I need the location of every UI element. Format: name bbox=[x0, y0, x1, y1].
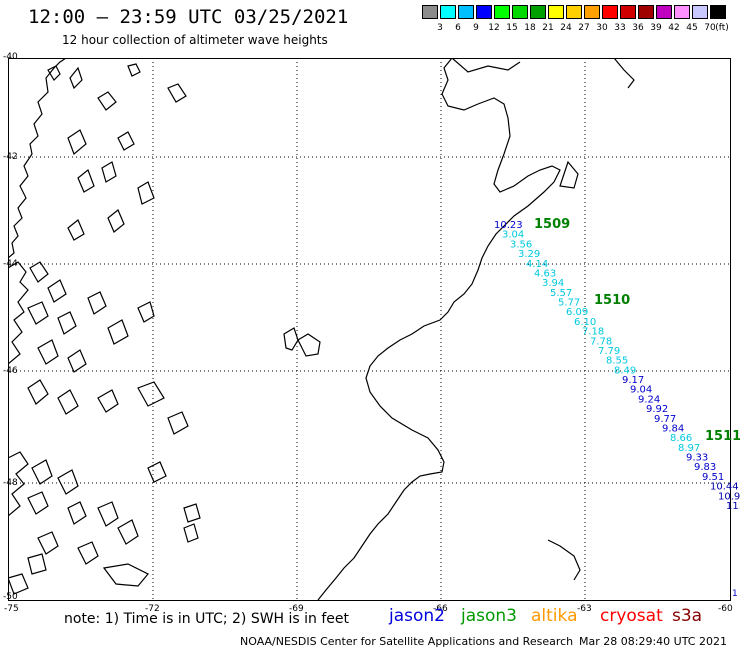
legend-swatch bbox=[548, 5, 564, 19]
legend-label: 70 bbox=[704, 23, 716, 33]
wave-height-value: 3.56 bbox=[510, 239, 532, 250]
wave-height-value: 3.29 bbox=[518, 249, 540, 260]
wave-height-color-legend: 3 6 9 12 15 18 21 24 27 30 33 36 39 42 45 70 (ft) bbox=[422, 5, 730, 35]
legend-label: 12 bbox=[488, 23, 500, 33]
lat-label: -40 bbox=[3, 52, 18, 62]
map-title: 12:00 — 23:59 UTC 03/25/2021 bbox=[28, 6, 349, 28]
lat-label: -46 bbox=[3, 366, 18, 376]
legend-swatch bbox=[674, 5, 690, 19]
legend-swatch bbox=[422, 5, 438, 19]
lat-label: -48 bbox=[3, 478, 18, 488]
legend-label: 45 bbox=[686, 23, 698, 33]
legend-swatch bbox=[656, 5, 672, 19]
legend-label: 42 bbox=[668, 23, 680, 33]
legend-swatch bbox=[440, 5, 456, 19]
wave-height-value: 4.14 bbox=[526, 259, 548, 270]
satellite-label-jason2: jason2 bbox=[389, 606, 445, 626]
satellite-label-s3a: s3a bbox=[672, 606, 703, 626]
legend-swatch bbox=[638, 5, 654, 19]
falkland-coast-segment bbox=[547, 539, 581, 581]
legend-swatch bbox=[530, 5, 546, 19]
wave-height-value: 7.18 bbox=[582, 327, 604, 338]
generation-timestamp: Mar 28 08:29:40 UTC 2021 bbox=[579, 635, 727, 648]
lon-label: -63 bbox=[577, 604, 592, 614]
legend-label: 21 bbox=[542, 23, 554, 33]
legend-label: 18 bbox=[524, 23, 536, 33]
legend-swatch bbox=[566, 5, 582, 19]
legend-swatch bbox=[602, 5, 618, 19]
legend-label: 36 bbox=[632, 23, 644, 33]
credit-line: NOAA/NESDIS Center for Satellite Applica… bbox=[240, 635, 574, 648]
satellite-label-cryosat: cryosat bbox=[600, 606, 663, 626]
lon-label: -66 bbox=[433, 604, 448, 614]
chile-coastline bbox=[8, 58, 201, 595]
satellite-label-altika: altika bbox=[531, 606, 578, 626]
wave-height-value: 10.44 bbox=[710, 482, 739, 493]
wave-height-value: 9.84 bbox=[662, 424, 684, 435]
legend-label: 27 bbox=[578, 23, 590, 33]
small-islands bbox=[283, 327, 321, 357]
wave-height-value: 5.77 bbox=[558, 298, 580, 309]
wave-height-value: 9.04 bbox=[630, 385, 652, 396]
altimeter-map: 1509 1510 1511 10.233.043.563.294.144.63… bbox=[8, 58, 740, 601]
lat-label: -44 bbox=[3, 259, 18, 269]
legend-swatch bbox=[476, 5, 492, 19]
legend-label: 3 bbox=[437, 23, 443, 33]
wave-height-value: 3.94 bbox=[542, 278, 564, 289]
legend-label: 15 bbox=[506, 23, 518, 33]
map-subtitle: 12 hour collection of altimeter wave hei… bbox=[62, 33, 328, 47]
lon-label: -69 bbox=[289, 604, 304, 614]
legend-swatch bbox=[494, 5, 510, 19]
lon-label: -75 bbox=[4, 604, 19, 614]
wave-height-value: 11. bbox=[726, 501, 740, 512]
legend-swatch bbox=[458, 5, 474, 19]
wave-height-value: 9.92 bbox=[646, 404, 668, 415]
satellite-label-jason3: jason3 bbox=[461, 606, 517, 626]
lon-label: -72 bbox=[145, 604, 160, 614]
legend-swatch bbox=[692, 5, 708, 19]
wave-height-value: 9.17 bbox=[622, 375, 644, 386]
map-grid bbox=[8, 58, 730, 600]
wave-height-readings: 10.233.043.563.294.144.633.945.575.776.0… bbox=[494, 220, 740, 512]
wave-height-value: 9.33 bbox=[686, 453, 708, 464]
legend-label: 9 bbox=[473, 23, 479, 33]
legend-label: 24 bbox=[560, 23, 572, 33]
lat-label: -42 bbox=[3, 152, 18, 162]
lat-label: -50 bbox=[3, 592, 18, 602]
wave-height-value: 8.55 bbox=[606, 356, 628, 367]
legend-swatch bbox=[584, 5, 600, 19]
wave-height-value: 9.83 bbox=[694, 462, 716, 473]
wave-height-value: 7.78 bbox=[590, 336, 612, 347]
lon-label: -60 bbox=[718, 604, 733, 614]
track-label: 1511 bbox=[705, 429, 740, 444]
wave-height-value: 8.49 bbox=[614, 365, 636, 376]
wave-height-value: 8.66 bbox=[670, 433, 692, 444]
wave-height-value: 4.63 bbox=[534, 268, 556, 279]
wave-height-value: 9.24 bbox=[638, 394, 660, 405]
legend-label: 6 bbox=[455, 23, 461, 33]
wave-height-value: 9.77 bbox=[654, 414, 676, 425]
legend-label: 39 bbox=[650, 23, 662, 33]
wave-height-value: 9.51 bbox=[702, 472, 724, 483]
legend-unit: (ft) bbox=[715, 23, 729, 33]
track-label: 1509 bbox=[534, 217, 570, 232]
track-label: 1510 bbox=[594, 293, 630, 308]
wave-height-value: 10.9 bbox=[718, 491, 740, 502]
wave-height-value: 6.09 bbox=[566, 307, 588, 318]
wave-height-value: 8.97 bbox=[678, 443, 700, 454]
edge-value-label: 1 bbox=[732, 589, 738, 599]
map-frame bbox=[8, 58, 731, 601]
wave-height-value: 5.57 bbox=[550, 288, 572, 299]
units-note: note: 1) Time is in UTC; 2) SWH is in fe… bbox=[64, 611, 350, 627]
legend-swatch bbox=[710, 5, 726, 19]
wave-height-value: 6.10 bbox=[574, 317, 596, 328]
legend-swatch bbox=[620, 5, 636, 19]
legend-swatch bbox=[512, 5, 528, 19]
legend-label: 30 bbox=[596, 23, 608, 33]
argentina-coastline bbox=[317, 58, 635, 601]
wave-height-value: 3.04 bbox=[502, 230, 524, 241]
wave-height-value: 10.23 bbox=[494, 220, 523, 231]
wave-height-value: 7.79 bbox=[598, 346, 620, 357]
legend-label: 33 bbox=[614, 23, 626, 33]
